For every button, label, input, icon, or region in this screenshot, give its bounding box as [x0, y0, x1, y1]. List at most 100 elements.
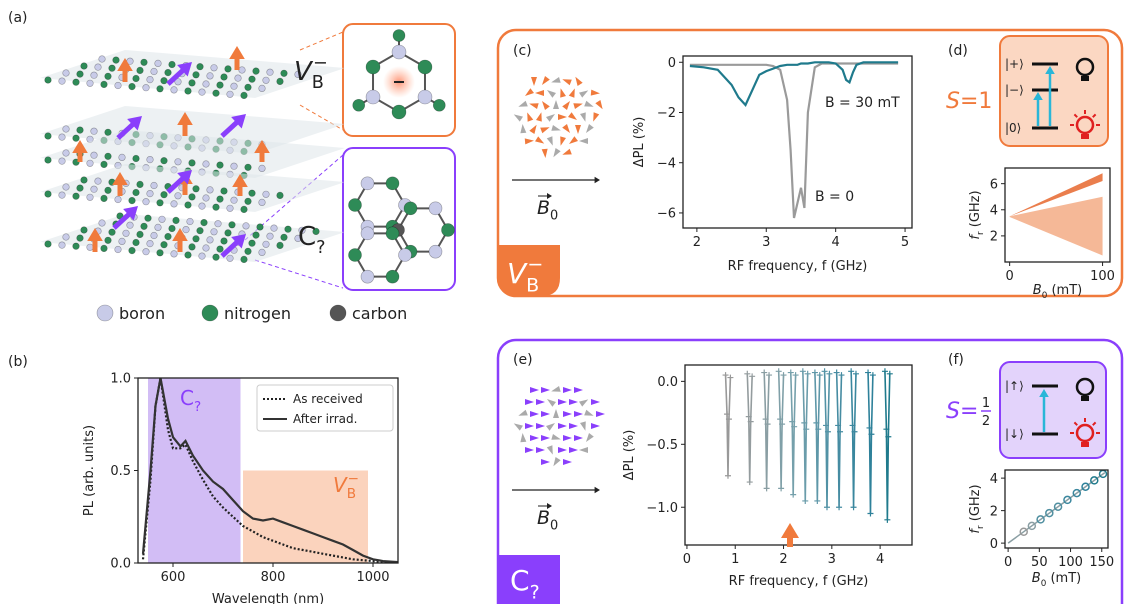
spin-symbol: S — [946, 89, 960, 114]
spin-icon — [584, 101, 595, 110]
lattice-atom — [63, 184, 70, 191]
y-tick-label: 4 — [990, 472, 998, 487]
lattice-atom — [175, 193, 182, 200]
atom — [366, 90, 380, 104]
atom — [392, 105, 406, 119]
spin-icon — [591, 423, 600, 429]
atom — [361, 270, 374, 283]
lattice-atom — [59, 158, 66, 165]
fit-line — [1008, 473, 1105, 544]
symbol: C — [298, 222, 316, 252]
spin-icon — [591, 90, 600, 97]
spin-icon — [524, 111, 533, 122]
spin-icon — [562, 124, 572, 135]
level-label: |0⟩ — [1005, 121, 1021, 135]
lattice-atom — [151, 68, 158, 75]
lattice-atom — [197, 63, 204, 70]
lattice-atom — [77, 235, 84, 242]
lattice-atom — [225, 66, 232, 73]
lattice-atom — [227, 255, 234, 262]
spin-icon — [536, 399, 545, 405]
rest-script: (GHz) — [968, 190, 983, 231]
spin-icon — [563, 387, 572, 393]
atom — [349, 249, 362, 262]
sub-script: B — [347, 486, 356, 502]
symbol: V — [507, 257, 528, 290]
spin-icon — [590, 112, 599, 123]
level-label: |↑⟩ — [1005, 379, 1024, 393]
point — [778, 485, 784, 491]
spin-icon — [536, 423, 545, 429]
lattice-atom — [73, 135, 80, 142]
spin-icon — [550, 77, 560, 85]
lattice-atom — [137, 181, 144, 188]
spin-icon — [546, 112, 557, 122]
legend-label: As received — [293, 392, 363, 406]
y-axis-title: fr (GHz) — [968, 484, 986, 533]
lattice-atom — [165, 69, 172, 76]
lattice-atom — [143, 248, 150, 255]
y-tick-label: 0 — [990, 537, 998, 552]
lattice-atom — [133, 239, 140, 246]
bulb-base — [1081, 76, 1089, 81]
lattice-atom — [45, 241, 52, 248]
x-tick-label: 0 — [683, 552, 691, 567]
lattice-atom — [63, 70, 70, 77]
lattice-atom — [115, 246, 122, 253]
lattice-atom — [213, 254, 220, 261]
spin-icon — [551, 434, 561, 442]
lattice-atom — [109, 229, 116, 236]
lattice-atom — [101, 245, 108, 252]
lattice-atom — [77, 127, 84, 134]
spin-sign: = — [960, 399, 978, 424]
lattice-atom — [145, 215, 152, 222]
lattice-atom — [189, 80, 196, 87]
spin-icon — [541, 387, 550, 393]
lattice-atom — [161, 77, 168, 84]
lattice-atom — [143, 84, 150, 91]
lattice-atom — [213, 204, 220, 211]
lattice-atom — [249, 240, 256, 247]
lattice-atom — [259, 199, 266, 206]
lattice-atom — [99, 56, 106, 63]
point — [836, 504, 842, 510]
lattice-atom — [133, 189, 140, 196]
plot-area — [723, 368, 893, 523]
lattice-atom — [241, 92, 248, 99]
legend-atom — [97, 305, 113, 321]
lattice-atom — [119, 238, 126, 245]
spin-icon — [523, 88, 534, 98]
atom — [418, 90, 432, 104]
spin-icon — [558, 114, 567, 120]
spin-numerator: 1 — [982, 396, 990, 411]
spin-icon — [545, 397, 556, 407]
y-axis-title: ΔPL (%) — [632, 117, 647, 168]
lattice-atom — [59, 242, 66, 249]
lattice-atom — [59, 192, 66, 199]
lattice-atom — [187, 218, 194, 225]
panel-label: (c) — [513, 43, 532, 59]
lattice-atom — [203, 161, 210, 168]
point — [790, 492, 796, 498]
lattice-atom — [141, 59, 148, 66]
atom — [393, 30, 405, 42]
x-tick-label: 50 — [1031, 555, 1048, 570]
spin-icon — [536, 111, 544, 121]
lattice-atom — [123, 230, 130, 237]
lattice-atom — [211, 229, 218, 236]
spin-icon — [541, 435, 550, 441]
point — [884, 517, 890, 523]
spin-icon — [591, 399, 600, 405]
spin-icon — [512, 421, 523, 431]
lattice-atom — [193, 186, 200, 193]
field-arrow-head — [595, 177, 600, 183]
lattice-atom — [45, 191, 52, 198]
atom — [418, 60, 432, 74]
lattice-atom — [185, 88, 192, 95]
lattice-atom — [189, 160, 196, 167]
spin-icon — [561, 76, 572, 85]
lattice-atom — [147, 240, 154, 247]
defect-label: VB− — [294, 53, 328, 93]
lattice-atom — [95, 64, 102, 71]
atom-label: nitrogen — [224, 304, 291, 323]
